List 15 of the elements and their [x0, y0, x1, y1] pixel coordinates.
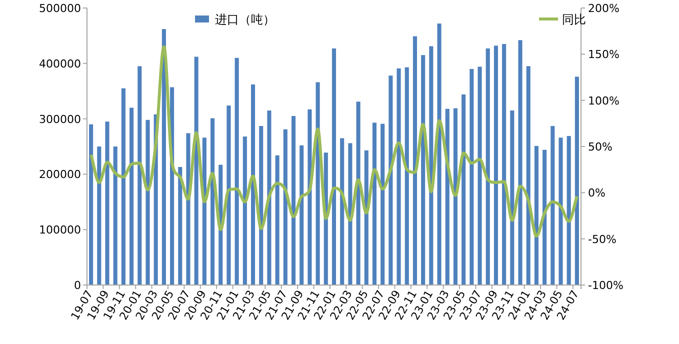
y-tick-label: 400000 — [39, 57, 81, 70]
y2-tick-label: 150% — [588, 48, 620, 62]
y-tick-label: 200000 — [39, 168, 81, 182]
legend-label: 进口（吨） — [215, 12, 275, 26]
y2-tick-label: 50% — [588, 140, 612, 154]
y2-tick-label: 0% — [588, 186, 606, 200]
y-tick-label: 300000 — [39, 112, 81, 126]
legend-label: 同比 — [562, 12, 586, 26]
y2-tick-label: -100% — [588, 279, 624, 292]
y-tick-label: 500000 — [39, 2, 81, 15]
y2-tick-label: 100% — [588, 94, 620, 108]
y2-tick-label: 200% — [588, 2, 620, 15]
y-tick-label: 100000 — [39, 224, 81, 237]
y-tick-label: 0 — [74, 279, 81, 292]
y2-tick-label: -50% — [588, 232, 616, 246]
